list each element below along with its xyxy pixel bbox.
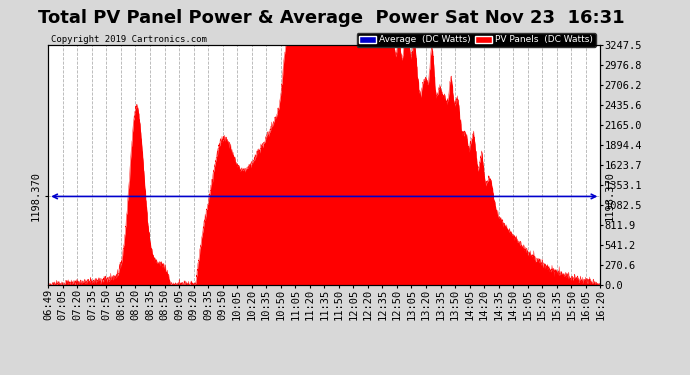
Text: Copyright 2019 Cartronics.com: Copyright 2019 Cartronics.com xyxy=(51,35,207,44)
Legend: Average  (DC Watts), PV Panels  (DC Watts): Average (DC Watts), PV Panels (DC Watts) xyxy=(357,33,595,47)
Text: 1198.370: 1198.370 xyxy=(604,171,615,221)
Text: Total PV Panel Power & Average  Power Sat Nov 23  16:31: Total PV Panel Power & Average Power Sat… xyxy=(38,9,624,27)
